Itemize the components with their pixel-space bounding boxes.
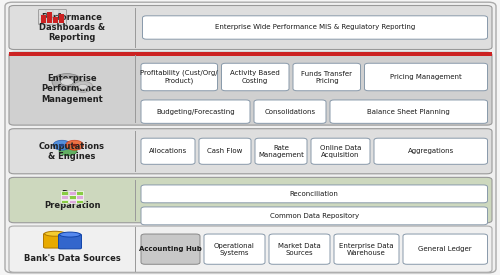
Bar [61,200,68,204]
Bar [9,52,492,56]
Text: Enterprise
Performance
Management: Enterprise Performance Management [41,74,103,104]
FancyBboxPatch shape [5,2,496,273]
FancyBboxPatch shape [254,100,326,123]
Circle shape [60,144,64,147]
Text: Accounting Hub: Accounting Hub [139,246,202,252]
FancyBboxPatch shape [222,63,289,91]
Bar [47,12,52,23]
Text: Enterprise Wide Performance MIS & Regulatory Reporting: Enterprise Wide Performance MIS & Regula… [215,24,415,31]
Bar [68,200,75,204]
Bar [76,195,83,199]
Ellipse shape [44,231,66,236]
Circle shape [72,144,77,147]
Text: Balance Sheet Planning: Balance Sheet Planning [368,109,450,115]
Text: Cash Flow: Cash Flow [208,148,242,154]
Text: Data
Preparation: Data Preparation [44,190,100,210]
Circle shape [78,84,88,89]
FancyBboxPatch shape [141,63,218,91]
Text: Reconciliation: Reconciliation [290,191,339,197]
FancyBboxPatch shape [9,129,492,174]
FancyBboxPatch shape [9,6,492,50]
Text: Pricing Management: Pricing Management [390,74,462,80]
Text: Profitability (Cust/Org/
Product): Profitability (Cust/Org/ Product) [140,70,218,84]
Bar [76,200,83,204]
FancyBboxPatch shape [58,234,82,249]
Circle shape [53,140,71,150]
Text: Rate
Management: Rate Management [258,145,304,158]
Text: Market Data
Sources: Market Data Sources [278,243,321,256]
Text: Computations
& Engines: Computations & Engines [39,142,105,161]
Bar [41,15,46,23]
FancyBboxPatch shape [141,138,195,164]
Bar [61,195,68,199]
FancyBboxPatch shape [142,16,488,39]
FancyBboxPatch shape [334,234,399,264]
FancyBboxPatch shape [403,234,487,264]
Text: Performance
Dashboards &
Reporting: Performance Dashboards & Reporting [39,13,105,42]
Text: General Ledger: General Ledger [418,246,472,252]
FancyBboxPatch shape [311,138,370,164]
Text: Funds Transfer
Pricing: Funds Transfer Pricing [301,70,352,84]
Bar [76,191,83,195]
Bar [68,191,75,195]
Circle shape [60,78,74,86]
Text: Enterprise Data
Warehouse: Enterprise Data Warehouse [339,243,394,256]
FancyBboxPatch shape [38,9,66,25]
Text: Bank's Data Sources: Bank's Data Sources [24,254,120,263]
Circle shape [59,146,77,156]
Text: Operational
Systems: Operational Systems [214,243,255,256]
Ellipse shape [60,232,80,237]
FancyBboxPatch shape [199,138,251,164]
Circle shape [73,81,93,92]
Text: Common Data Repository: Common Data Repository [270,213,359,219]
FancyBboxPatch shape [44,233,66,248]
FancyBboxPatch shape [9,52,492,125]
Circle shape [52,73,82,90]
FancyBboxPatch shape [9,226,492,272]
FancyBboxPatch shape [374,138,488,164]
Bar [59,14,64,23]
Text: Allocations: Allocations [149,148,187,154]
FancyBboxPatch shape [269,234,330,264]
FancyBboxPatch shape [364,63,488,91]
FancyBboxPatch shape [9,177,492,223]
Bar [61,191,68,195]
Circle shape [66,140,84,150]
Bar [53,17,58,23]
FancyBboxPatch shape [330,100,488,123]
FancyBboxPatch shape [293,63,360,91]
Text: Online Data
Acquisition: Online Data Acquisition [320,145,361,158]
FancyBboxPatch shape [141,100,250,123]
FancyBboxPatch shape [255,138,307,164]
Text: Budgeting/Forecasting: Budgeting/Forecasting [156,109,235,115]
FancyBboxPatch shape [141,234,200,264]
Text: Aggregations: Aggregations [408,148,454,154]
FancyBboxPatch shape [141,207,488,225]
Bar [68,195,75,199]
Text: Consolidations: Consolidations [264,109,316,115]
FancyBboxPatch shape [141,185,488,203]
Text: Activity Based
Costing: Activity Based Costing [230,70,280,84]
FancyBboxPatch shape [204,234,265,264]
